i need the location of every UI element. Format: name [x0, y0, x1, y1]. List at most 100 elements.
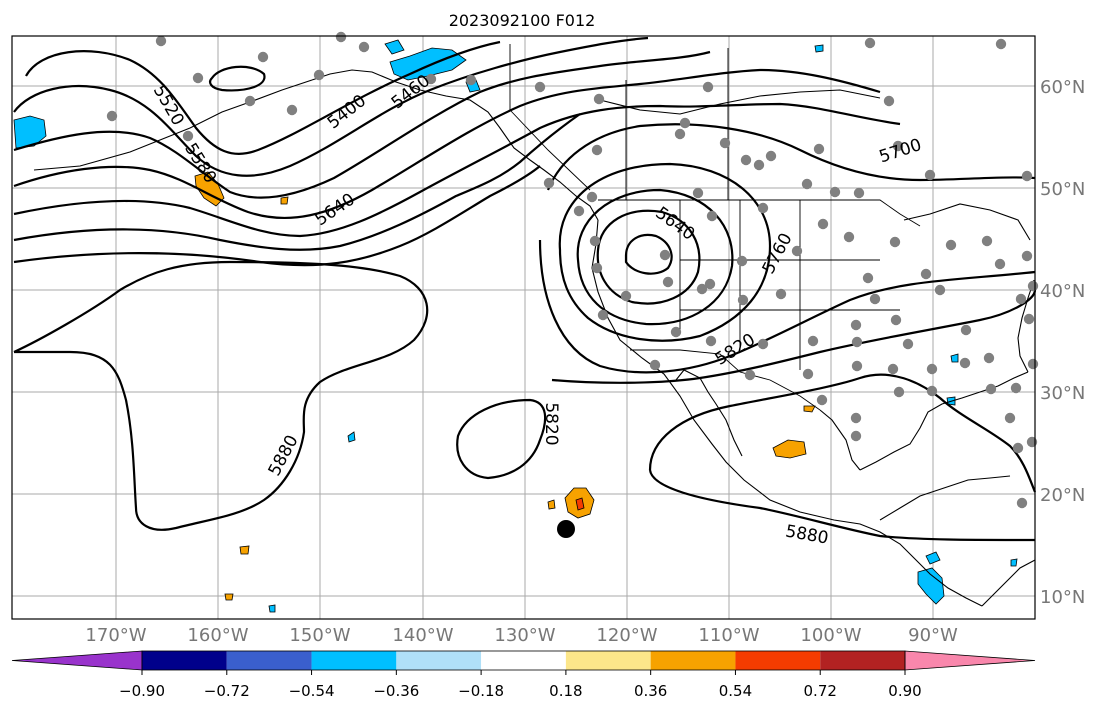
station-dot — [902, 338, 914, 350]
station-dot — [358, 41, 370, 53]
contour-5700-a — [13, 102, 901, 238]
station-dot — [753, 159, 765, 171]
colorbar-segment — [311, 651, 397, 670]
station-dot — [893, 386, 905, 398]
station-dot — [960, 324, 972, 336]
station-dot — [705, 335, 717, 347]
station-dot — [586, 191, 598, 203]
station-dot — [1021, 170, 1033, 182]
station-dot — [890, 314, 902, 326]
station-dot — [851, 360, 863, 372]
station-dot — [534, 81, 546, 93]
colorbar-tick-label: 0.18 — [549, 682, 582, 700]
shade-neg-hudson — [814, 44, 824, 53]
station-dot — [674, 128, 686, 140]
station-dot — [817, 218, 829, 230]
colorbar-tick-label: −0.54 — [289, 682, 335, 700]
station-dot — [649, 359, 661, 371]
coast-arctic-canada — [599, 89, 881, 115]
station-dot — [702, 81, 714, 93]
station-dot — [593, 93, 605, 105]
station-dot — [887, 363, 899, 375]
contour-5700-east — [546, 123, 1036, 191]
station-dot — [597, 309, 609, 321]
colorbar-segment — [226, 651, 312, 670]
station-dot — [1004, 412, 1016, 424]
shade-pos-offshore-core — [575, 497, 585, 511]
colorbar-tick-label: 0.90 — [888, 682, 921, 700]
station-dot — [659, 249, 671, 261]
station-dot — [850, 430, 862, 442]
station-dot — [679, 117, 691, 129]
lon-label-160w: 160°W — [187, 625, 248, 646]
shade-neg-caribbean — [917, 567, 945, 605]
shade-neg-ak-north — [384, 39, 405, 55]
anomaly-shading — [13, 39, 1018, 613]
lon-label-110w: 110°W — [698, 625, 759, 646]
contour-closed-small — [209, 65, 266, 92]
contour-5580 — [13, 50, 711, 199]
station-dot — [864, 37, 876, 49]
colorbar-segment — [650, 651, 736, 670]
colorbar-tick-label: 0.36 — [634, 682, 667, 700]
lon-label-100w: 100°W — [800, 625, 861, 646]
station-dot — [192, 72, 204, 84]
lat-label-60n: 60°N — [1040, 77, 1085, 98]
station-dot — [926, 385, 938, 397]
shade-neg-mid-pacific — [347, 431, 356, 443]
station-dot — [851, 336, 863, 348]
station-dot — [853, 187, 865, 199]
colorbar-extend-high — [904, 650, 1036, 671]
shade-neg-small-5 — [268, 604, 276, 613]
lat-label-10n: 10°N — [1040, 587, 1085, 608]
shade-pos-small-1 — [280, 196, 289, 205]
contour-low-center — [624, 233, 673, 275]
contour-low-ring-2 — [596, 209, 701, 305]
station-dot — [670, 326, 682, 338]
station-dot — [589, 235, 601, 247]
contour-5880-west — [13, 260, 429, 531]
station-dot — [244, 95, 256, 107]
station-dot — [757, 338, 769, 350]
lon-label-150w: 150°W — [289, 625, 350, 646]
station-dot — [869, 293, 881, 305]
shade-neg-east-small — [1010, 558, 1018, 567]
coast-alaska-bc — [311, 69, 599, 221]
lon-label-120w: 120°W — [596, 625, 657, 646]
station-dot — [1010, 382, 1022, 394]
coast-baja-gulf — [675, 369, 743, 457]
contour-5460 — [25, 40, 501, 155]
station-dot — [807, 335, 819, 347]
lon-label-130w: 130°W — [494, 625, 555, 646]
contour-low-ring-4 — [558, 162, 772, 342]
station-dot — [573, 205, 585, 217]
station-dot — [892, 140, 904, 152]
colorbar-tick-label: 0.54 — [719, 682, 752, 700]
lat-label-40n: 40°N — [1040, 281, 1085, 302]
shade-pos-mexico — [772, 439, 807, 459]
colorbar-tick-label: −0.36 — [373, 682, 419, 700]
border-alaska-canada — [509, 44, 591, 191]
station-dot — [959, 357, 971, 369]
station-dot — [862, 272, 874, 284]
station-dot — [425, 73, 437, 85]
station-dot — [995, 38, 1007, 50]
station-dot — [1027, 358, 1039, 370]
lon-axis-labels: 170°W 160°W 150°W 140°W 130°W 120°W 110°… — [85, 625, 958, 646]
coast-great-lakes — [903, 203, 1031, 241]
contour-5820-ring — [456, 398, 547, 480]
station-dot — [843, 231, 855, 243]
station-dot — [335, 31, 347, 43]
map-border — [11, 35, 1036, 620]
colorbar-segment — [481, 651, 566, 670]
station-dot — [1027, 280, 1039, 292]
station-dot — [662, 276, 674, 288]
coast-texas-mexico — [819, 409, 861, 471]
station-dot — [155, 35, 167, 47]
station-dot — [719, 137, 731, 149]
contour-5760-east — [538, 239, 1036, 374]
border-us-mexico — [630, 349, 821, 411]
station-dot — [106, 110, 118, 122]
contour-5700-b — [13, 113, 581, 251]
